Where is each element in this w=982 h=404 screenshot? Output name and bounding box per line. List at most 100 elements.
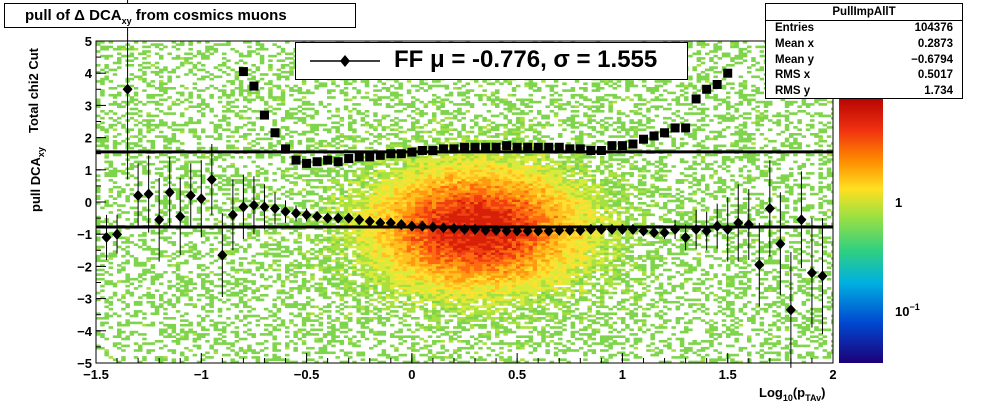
heat-cell xyxy=(96,220,101,223)
heat-cell xyxy=(398,110,403,113)
heat-cell xyxy=(297,213,303,217)
heat-cell xyxy=(247,213,252,217)
heat-cell xyxy=(234,199,240,203)
heat-cell xyxy=(310,179,315,182)
heat-cell xyxy=(398,254,403,258)
heat-cell xyxy=(339,199,345,203)
heat-cell xyxy=(373,169,378,173)
heat-cell xyxy=(390,227,395,230)
heat-cell xyxy=(117,264,122,267)
heat-cell xyxy=(406,215,412,219)
heat-cell xyxy=(280,192,286,196)
heat-cell xyxy=(142,167,147,171)
heat-cell xyxy=(217,333,223,336)
heat-cell xyxy=(217,342,223,345)
heat-cell xyxy=(377,234,382,237)
heat-cell xyxy=(108,174,114,177)
heat-cell xyxy=(369,165,374,168)
heat-cell xyxy=(394,349,399,352)
heat-cell xyxy=(180,284,185,288)
heat-cell xyxy=(125,211,130,214)
heat-cell xyxy=(184,98,189,102)
heat-cell xyxy=(432,218,437,221)
heatmap-background xyxy=(96,41,833,363)
heat-cell xyxy=(360,80,366,83)
heat-cell xyxy=(310,346,315,350)
heat-cell xyxy=(415,328,420,332)
heat-cell xyxy=(423,250,429,253)
heat-cell xyxy=(369,294,374,297)
heat-cell xyxy=(213,50,219,53)
heat-cell xyxy=(285,248,290,251)
heat-cell xyxy=(352,213,357,217)
heat-cell xyxy=(184,174,189,177)
heat-cell xyxy=(255,195,261,198)
heat-cell xyxy=(411,183,416,187)
heat-cell xyxy=(293,266,298,269)
heat-cell xyxy=(301,96,307,99)
heat-cell xyxy=(402,146,408,150)
heat-cell xyxy=(394,220,399,223)
heat-cell xyxy=(385,144,391,148)
heat-cell xyxy=(226,43,231,46)
heat-cell xyxy=(301,133,307,136)
heat-cell xyxy=(108,169,114,173)
heat-cell xyxy=(327,103,332,106)
heat-cell xyxy=(217,135,223,138)
heat-cell xyxy=(138,183,143,187)
heat-cell xyxy=(348,284,353,288)
heat-cell xyxy=(259,61,265,65)
heat-cell xyxy=(436,206,441,210)
heat-cell xyxy=(205,314,210,318)
heat-cell xyxy=(440,126,445,129)
heat-cell xyxy=(411,215,416,219)
heat-cell xyxy=(226,192,231,196)
heat-cell xyxy=(306,266,311,269)
heat-cell xyxy=(247,287,252,290)
heat-cell xyxy=(175,300,181,304)
heat-cell xyxy=(427,238,433,242)
heat-cell xyxy=(230,89,235,92)
heat-cell xyxy=(423,268,429,272)
heat-cell xyxy=(205,206,210,210)
heat-cell xyxy=(112,185,118,189)
heat-cell xyxy=(96,103,101,106)
heat-cell xyxy=(272,73,277,76)
heat-cell xyxy=(331,121,336,125)
heat-cell xyxy=(259,77,265,81)
heat-cell xyxy=(159,121,164,125)
heat-cell xyxy=(104,349,109,352)
heat-cell xyxy=(369,330,374,334)
heat-cell xyxy=(209,280,214,283)
heat-cell xyxy=(259,185,265,189)
heat-cell xyxy=(364,130,370,134)
heat-cell xyxy=(222,43,227,46)
heat-cell xyxy=(327,153,332,157)
heat-cell xyxy=(377,80,382,83)
heat-cell xyxy=(427,202,433,205)
heat-cell xyxy=(348,146,353,150)
heat-cell xyxy=(125,275,130,279)
heat-cell xyxy=(163,236,168,240)
heat-cell xyxy=(167,112,172,115)
heat-cell xyxy=(364,243,370,246)
heat-cell xyxy=(150,229,156,233)
heat-cell xyxy=(419,176,424,180)
heat-cell xyxy=(390,192,395,196)
heat-cell xyxy=(222,236,227,240)
heat-cell xyxy=(234,128,240,131)
heat-cell xyxy=(373,337,378,341)
heat-cell xyxy=(159,298,164,302)
heat-cell xyxy=(415,294,420,297)
heat-cell xyxy=(293,280,298,283)
heat-cell xyxy=(247,77,252,81)
heat-cell xyxy=(415,149,420,152)
heat-cell xyxy=(423,317,429,320)
heat-cell xyxy=(163,146,168,150)
heat-cell xyxy=(301,360,307,363)
heat-cell xyxy=(142,248,147,251)
heat-cell xyxy=(318,294,324,297)
heat-cell xyxy=(310,114,315,118)
heat-cell xyxy=(352,146,357,150)
heat-cell xyxy=(163,323,168,327)
